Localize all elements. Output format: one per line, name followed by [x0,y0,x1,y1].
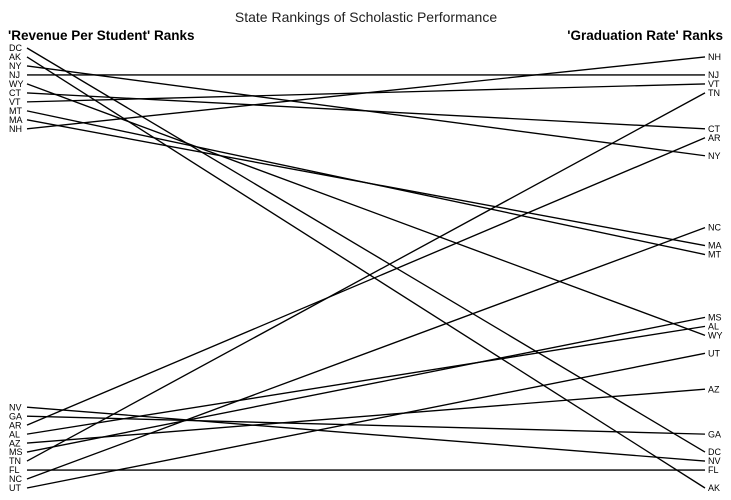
right-label-fl: FL [708,465,719,475]
left-label-ma: MA [9,115,23,125]
left-label-ga: GA [9,411,22,421]
slope-line-ma [26,119,706,247]
left-label-tn: TN [9,456,21,466]
slope-line-ga [26,415,706,435]
left-label-ak: AK [9,52,21,62]
right-label-wy: WY [708,330,723,340]
right-label-nc: NC [708,223,721,233]
right-label-nh: NH [708,52,721,62]
right-label-dc: DC [708,447,721,457]
right-label-mt: MT [708,250,721,260]
right-label-az: AZ [708,384,720,394]
left-axis-heading: 'Revenue Per Student' Ranks [8,28,194,43]
left-label-ut: UT [9,483,21,493]
left-label-wy: WY [9,79,24,89]
left-label-mt: MT [9,106,22,116]
left-label-al: AL [9,429,20,439]
slope-line-nh [26,56,706,130]
chart-title: State Rankings of Scholastic Performance [235,9,497,25]
left-label-dc: DC [9,43,22,53]
right-label-nv: NV [708,456,721,466]
right-axis-heading: 'Graduation Rate' Ranks [567,28,723,43]
right-label-ny: NY [708,151,721,161]
slope-line-ar [26,137,706,426]
slope-line-ct [26,92,706,130]
slope-line-az [26,388,706,444]
left-label-nv: NV [9,402,22,412]
left-label-ar: AR [9,420,22,430]
right-label-ut: UT [708,348,720,358]
slope-line-al [26,325,706,435]
right-label-al: AL [708,322,719,332]
right-label-ms: MS [708,313,722,323]
left-label-ny: NY [9,61,22,71]
slope-line-ak [26,56,706,489]
right-label-ar: AR [708,133,721,143]
left-label-nj: NJ [9,70,20,80]
right-label-ga: GA [708,429,721,439]
slope-line-tn [26,92,706,462]
left-label-fl: FL [9,465,20,475]
left-label-ct: CT [9,88,21,98]
right-label-vt: VT [708,79,720,89]
right-label-ma: MA [708,241,722,251]
left-label-nh: NH [9,124,22,134]
slope-line-nv [26,406,706,462]
slope-line-ut [26,352,706,489]
slope-line-nc [26,226,706,480]
right-label-tn: TN [708,88,720,98]
slope-line-dc [26,47,706,453]
left-label-ms: MS [9,447,23,457]
left-label-vt: VT [9,97,21,107]
right-label-ak: AK [708,483,720,493]
slope-line-wy [26,83,706,336]
slope-line-ms [26,316,706,453]
slope-lines [26,47,706,489]
right-label-nj: NJ [708,70,719,80]
left-label-nc: NC [9,474,22,484]
left-label-az: AZ [9,438,21,448]
right-label-ct: CT [708,124,720,134]
